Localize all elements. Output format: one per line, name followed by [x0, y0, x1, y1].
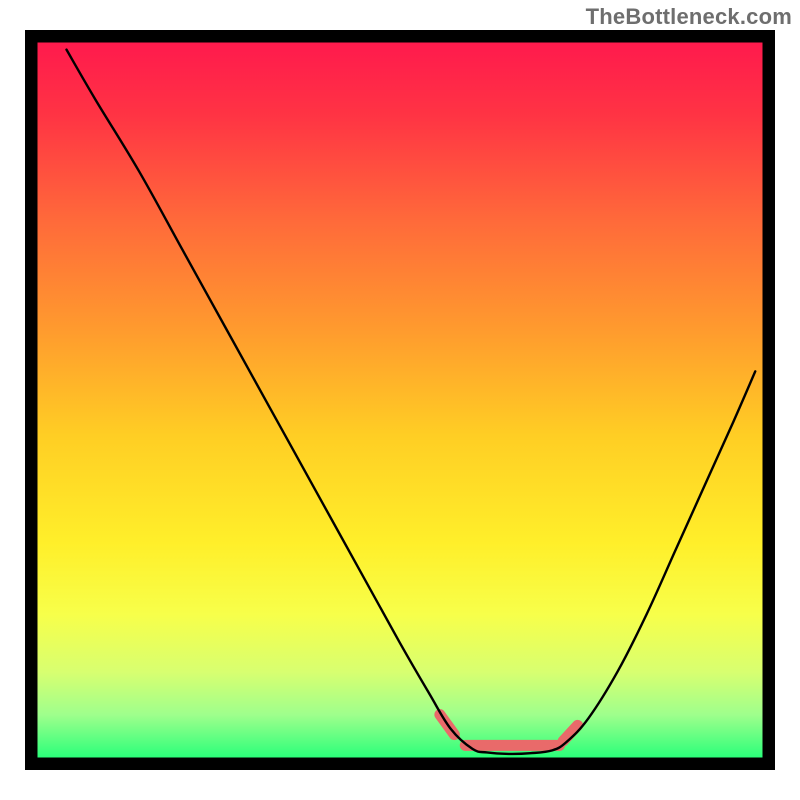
bottleneck-chart: TheBottleneck.com [0, 0, 800, 800]
chart-svg [0, 0, 800, 800]
watermark-text: TheBottleneck.com [586, 4, 792, 30]
